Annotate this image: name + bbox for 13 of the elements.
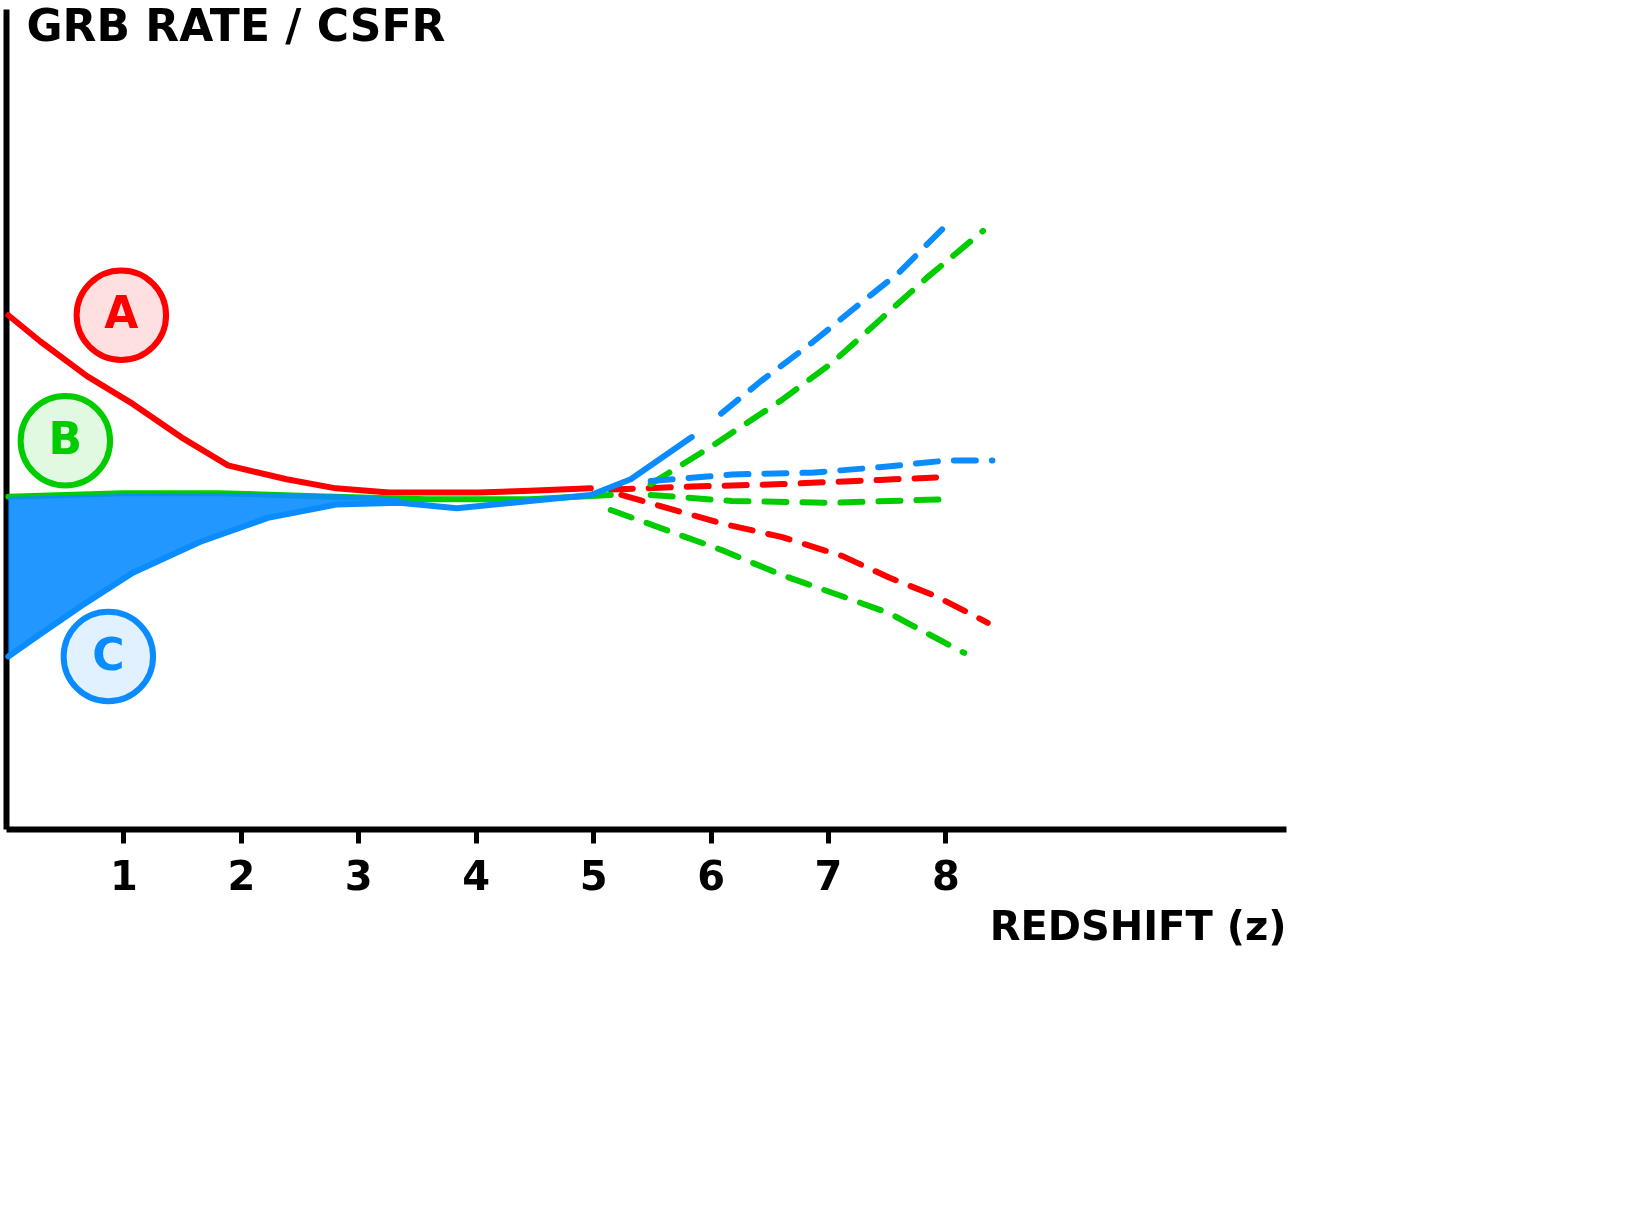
- series-label: C: [92, 628, 125, 680]
- x-tick-label: 8: [932, 852, 960, 899]
- y-axis-title: GRB RATE / CSFR: [26, 0, 446, 51]
- x-tick-label: 2: [227, 852, 256, 899]
- x-tick-label: 6: [697, 852, 726, 899]
- x-tick-label: 3: [344, 852, 373, 899]
- x-tick-label: 4: [462, 852, 491, 899]
- x-tick-label: 5: [579, 852, 608, 899]
- x-tick-label: 7: [814, 852, 843, 899]
- series-label: B: [48, 412, 83, 464]
- x-tick-label: 1: [110, 852, 138, 899]
- x-axis-title: REDSHIFT (z): [989, 902, 1287, 949]
- series-label: A: [104, 287, 139, 339]
